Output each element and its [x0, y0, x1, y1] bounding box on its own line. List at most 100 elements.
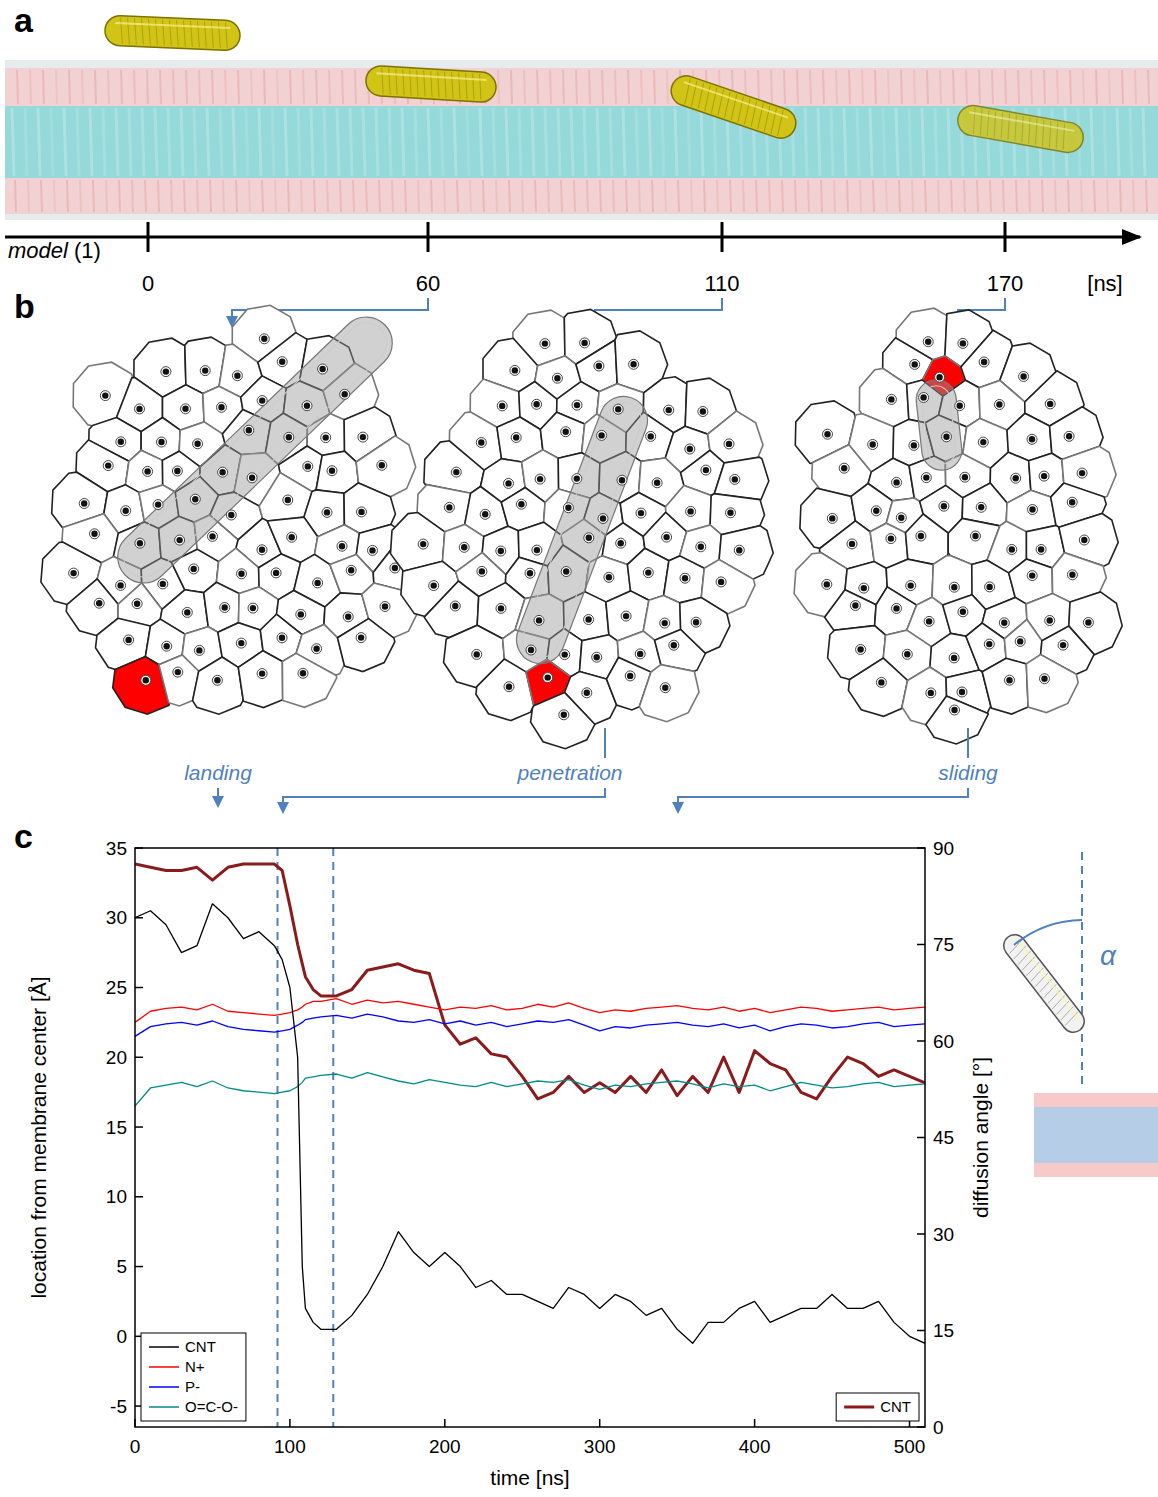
lipid-site: [1027, 571, 1037, 581]
lipid-site: [664, 405, 674, 415]
lipid-site: [116, 437, 126, 447]
head-texture: [483, 180, 484, 212]
lipid-site: [143, 466, 153, 476]
legend-box: [836, 1393, 919, 1421]
lipid-site: [971, 531, 981, 541]
x-tick-label: 400: [739, 1436, 771, 1457]
lipid-site: [886, 534, 896, 544]
lipid-site: [727, 510, 733, 516]
head-texture: [212, 70, 213, 104]
lipid-site: [219, 469, 225, 475]
head-texture: [743, 180, 744, 212]
lipid-site: [226, 510, 236, 520]
lipid-site: [841, 465, 847, 471]
head-texture: [834, 180, 835, 212]
nanotube-hatch: [1026, 118, 1033, 144]
membrane-snapshot: [5, 60, 1158, 220]
head-texture: [121, 70, 122, 104]
lipid-site: [660, 683, 670, 693]
stage-arrow: [967, 728, 969, 758]
head-texture: [797, 70, 798, 104]
lipid-site: [368, 545, 378, 555]
lipid-site: [730, 474, 740, 484]
lipid-texture: [25, 108, 27, 176]
nanotube-hatch: [1005, 114, 1012, 140]
head-texture: [303, 70, 304, 104]
lipid-site: [279, 635, 285, 641]
head-texture: [236, 180, 237, 212]
head-texture: [860, 180, 861, 212]
lipid-site: [510, 365, 520, 375]
y2-axis-title: diffusion angle [°]: [969, 1057, 992, 1218]
head-texture: [1109, 70, 1110, 104]
head-texture: [704, 180, 705, 212]
lipid-site: [693, 619, 699, 625]
lipid-site: [534, 615, 544, 625]
lipid-site: [919, 393, 929, 403]
timeline-label: model (1): [8, 238, 101, 263]
head-texture: [418, 180, 419, 212]
lipid-site: [959, 689, 965, 695]
y-axis-title: location from membrane center [Å]: [27, 976, 50, 1298]
y2-tick-label: 60: [933, 1031, 954, 1052]
voronoi-cell: [664, 556, 705, 603]
lipid-texture: [181, 108, 183, 176]
lipid-site: [273, 570, 279, 576]
head-texture: [132, 180, 133, 212]
lipid-site: [121, 506, 131, 516]
y2-tick: [917, 1137, 925, 1139]
lipid-site: [1006, 677, 1012, 683]
lipid-site: [451, 467, 461, 477]
lipid-site: [70, 570, 76, 576]
lipid-site: [392, 565, 398, 571]
lipid-site: [574, 475, 580, 481]
lipid-site: [377, 460, 387, 470]
stage-boundary: [332, 848, 334, 1427]
y-tick: [135, 1057, 143, 1059]
lipid-site: [955, 401, 965, 411]
lipid-site: [452, 603, 458, 609]
lipid-site: [285, 497, 291, 503]
lipid-site: [700, 408, 706, 414]
nanotube: [667, 72, 800, 142]
stage-arrow: [283, 788, 605, 812]
lipid-site: [638, 510, 644, 516]
head-texture: [535, 180, 536, 212]
lipid-texture: [246, 108, 248, 176]
lipid-site: [305, 463, 311, 469]
lipid-site: [118, 439, 124, 445]
lipid-site: [1077, 468, 1087, 478]
nanotube-highlight: [115, 23, 230, 28]
lipid-site: [560, 650, 570, 660]
lipid-texture: [1104, 108, 1106, 176]
lipid-site: [382, 603, 388, 609]
head-texture: [277, 70, 278, 104]
voronoi-diagram: [41, 305, 429, 714]
lipid-site: [153, 500, 163, 510]
lipid-site: [925, 339, 931, 345]
legend-swatch: [149, 1386, 179, 1388]
nanotube-hatch: [1012, 946, 1028, 959]
stage-label: landing: [184, 761, 252, 784]
lipid-site: [949, 582, 959, 592]
x-tick: [444, 1419, 446, 1427]
nanotube-hatch: [998, 113, 1005, 139]
lipid-site: [175, 535, 185, 545]
head-texture: [288, 180, 289, 212]
nanotube-hatch: [977, 109, 984, 135]
angle-symbol: α: [1100, 940, 1117, 971]
lipid-site: [136, 406, 142, 412]
lipid-site: [1019, 372, 1029, 382]
lipid-site: [985, 582, 995, 592]
head-texture: [56, 70, 57, 104]
head-texture: [938, 180, 939, 212]
lipid-texture: [584, 108, 586, 176]
lipid-site: [132, 599, 142, 609]
head-group-band: [5, 68, 1158, 108]
series-line: [135, 999, 925, 1023]
lipid-texture: [675, 108, 677, 176]
lipid-site: [542, 340, 548, 346]
lipid-site: [102, 392, 108, 398]
head-texture: [769, 180, 770, 212]
nanotube-highlight: [684, 82, 788, 118]
